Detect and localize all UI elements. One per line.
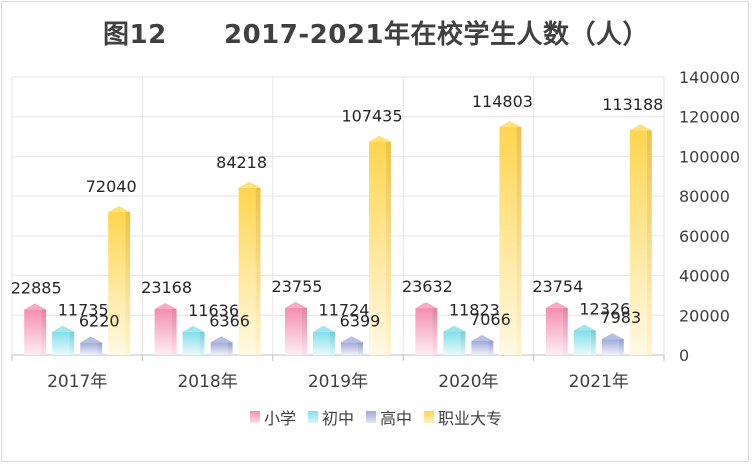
data-label: 12326 (579, 300, 630, 319)
x-tick-label: 2017年 (47, 372, 107, 392)
legend-label: 小学 (263, 409, 296, 428)
x-tick-label: 2018年 (177, 372, 237, 392)
bar (108, 205, 131, 355)
legend-label: 初中 (321, 409, 354, 428)
data-label: 22885 (11, 279, 62, 298)
legend-label: 职业大专 (438, 409, 503, 428)
data-label: 84218 (216, 153, 267, 172)
y-tick-label: 120000 (679, 108, 740, 127)
bar (52, 325, 75, 355)
bar (210, 336, 233, 355)
y-tick-label: 80000 (679, 187, 730, 206)
legend-swatch (424, 411, 435, 423)
legend-swatch (307, 411, 318, 423)
legend-swatch (249, 411, 260, 423)
y-tick-label: 20000 (679, 306, 730, 325)
bar (415, 302, 438, 355)
legend: 小学 初中 高中 职业大专 (0, 405, 752, 429)
bar (601, 333, 624, 355)
data-label: 11724 (319, 301, 370, 320)
legend-label: 高中 (380, 409, 413, 428)
data-label: 7983 (600, 308, 641, 327)
y-tick-label: 140000 (679, 68, 740, 87)
data-label: 107435 (341, 107, 402, 126)
bar (80, 336, 103, 355)
x-tick-label: 2019年 (308, 372, 368, 392)
data-label: 6399 (340, 311, 381, 330)
legend-item: 职业大专 (424, 405, 502, 429)
bar (313, 325, 335, 355)
bar (285, 301, 307, 355)
bar (341, 336, 363, 355)
y-tick-label: 100000 (679, 147, 740, 166)
legend-item: 高中 (366, 405, 412, 429)
chart-title: 图12 2017-2021年在校学生人数（人） (102, 20, 649, 50)
data-label: 6366 (209, 311, 250, 330)
legend-swatch (366, 411, 376, 423)
bar (499, 121, 522, 355)
bar (238, 181, 261, 355)
axes: 0 20000 40000 60000 80000 100000 120000 140000 2… (11, 68, 740, 392)
data-label: 11735 (58, 301, 109, 320)
data-label: 113188 (602, 95, 663, 114)
data-label: 72040 (86, 177, 137, 196)
y-tick-label: 60000 (679, 227, 730, 246)
bar (545, 301, 568, 355)
x-tick-label: 2021年 (569, 372, 629, 392)
data-label: 6220 (79, 312, 120, 331)
data-label: 7066 (470, 310, 511, 329)
bar (369, 135, 391, 355)
bar (443, 325, 466, 355)
bar (573, 324, 596, 355)
data-label: 23755 (272, 277, 323, 296)
bar (154, 302, 177, 355)
data-label: 23168 (141, 278, 192, 297)
legend-item: 小学 (249, 405, 296, 429)
y-tick-label: 0 (679, 346, 689, 365)
data-label: 11823 (449, 301, 500, 320)
x-tick-label: 2020年 (438, 372, 498, 392)
bar (24, 303, 47, 355)
y-tick-label: 40000 (679, 267, 730, 286)
legend-item: 初中 (307, 405, 354, 429)
bars (24, 121, 652, 355)
data-label: 23754 (532, 277, 583, 296)
bar (471, 334, 494, 355)
data-label: 11636 (188, 301, 239, 320)
bar (182, 325, 205, 355)
bar (629, 124, 652, 355)
data-label: 114803 (472, 92, 533, 111)
data-label: 23632 (402, 277, 453, 296)
